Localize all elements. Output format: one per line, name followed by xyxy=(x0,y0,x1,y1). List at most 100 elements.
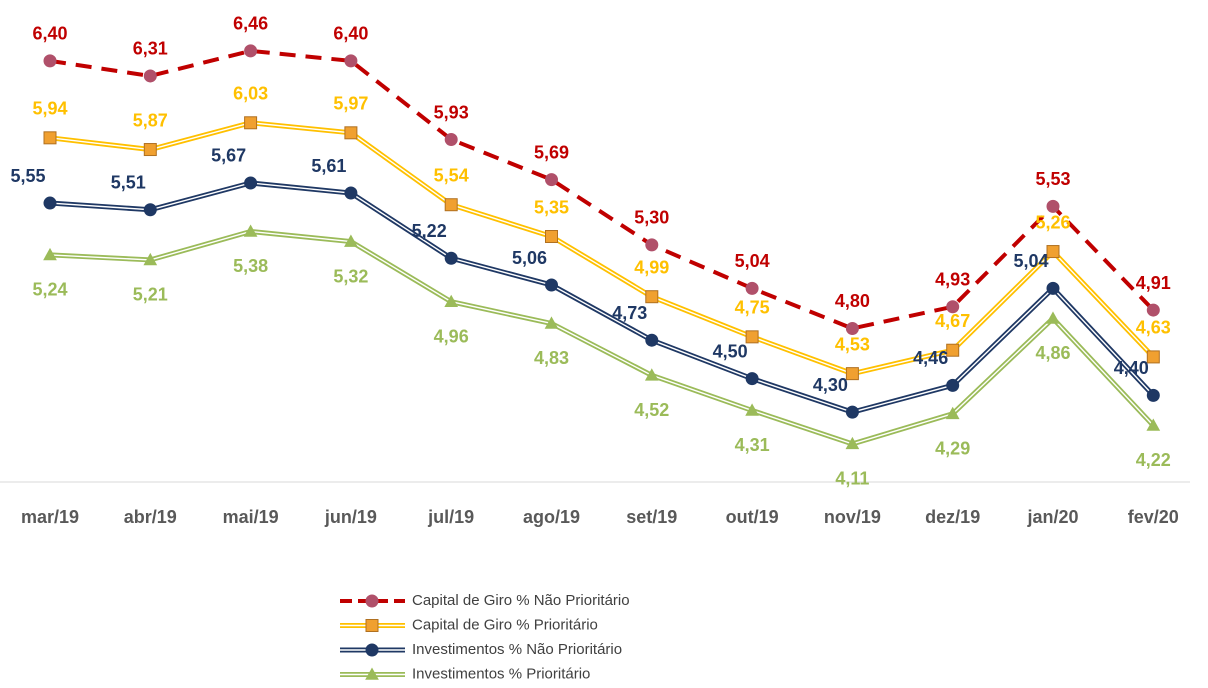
line-highlight xyxy=(49,122,1154,375)
point-marker xyxy=(1046,245,1060,259)
point-marker xyxy=(444,251,458,265)
point-marker xyxy=(946,300,960,314)
data-label: 5,55 xyxy=(10,166,45,186)
data-label: 4,80 xyxy=(835,291,870,311)
point-marker xyxy=(745,330,759,344)
x-tick-label: set/19 xyxy=(626,507,677,527)
point-marker xyxy=(1146,303,1160,317)
point-marker xyxy=(845,405,859,419)
data-label: 4,96 xyxy=(434,326,469,346)
data-label: 4,11 xyxy=(835,469,869,489)
point-marker xyxy=(344,186,358,200)
data-label: 4,86 xyxy=(1035,343,1070,363)
point-marker xyxy=(1146,418,1161,431)
data-label: 4,50 xyxy=(713,341,748,361)
data-label: 5,67 xyxy=(211,146,246,166)
data-label: 5,30 xyxy=(634,208,669,228)
point-marker xyxy=(143,203,157,217)
point-marker xyxy=(1046,281,1060,295)
data-label: 4,93 xyxy=(935,269,970,289)
data-label: 4,67 xyxy=(935,311,970,331)
point-marker xyxy=(645,290,659,304)
point-marker xyxy=(344,54,358,68)
point-marker xyxy=(945,406,960,420)
data-label: 4,30 xyxy=(813,375,848,395)
point-marker xyxy=(644,368,659,381)
data-label: 4,91 xyxy=(1136,273,1171,293)
point-marker xyxy=(143,143,157,157)
x-tick-label: jan/20 xyxy=(1026,507,1078,527)
point-marker xyxy=(344,126,358,140)
legend-label: Capital de Giro % Não Prioritário xyxy=(412,592,630,609)
point-marker xyxy=(745,403,759,416)
data-label: 6,40 xyxy=(333,24,368,44)
point-marker xyxy=(244,176,258,190)
data-label: 4,52 xyxy=(634,400,669,420)
point-marker xyxy=(43,196,57,210)
point-marker xyxy=(545,173,558,187)
point-marker xyxy=(244,44,258,58)
line-highlight xyxy=(49,182,1154,413)
data-label: 5,32 xyxy=(333,266,368,286)
data-label: 5,53 xyxy=(1035,169,1070,189)
point-marker xyxy=(1046,311,1060,324)
data-label: 6,46 xyxy=(233,14,268,34)
point-marker xyxy=(645,238,659,252)
data-label: 4,40 xyxy=(1114,358,1149,378)
x-tick-label: abr/19 xyxy=(124,507,177,527)
data-label: 5,93 xyxy=(434,102,469,122)
x-tick-label: nov/19 xyxy=(824,507,881,527)
point-marker xyxy=(946,343,960,357)
x-tick-label: mai/19 xyxy=(223,507,279,527)
data-label: 5,87 xyxy=(133,110,168,130)
data-label: 5,04 xyxy=(1013,251,1048,271)
point-marker xyxy=(745,372,759,386)
point-marker xyxy=(544,316,559,329)
point-marker xyxy=(645,333,659,347)
point-marker xyxy=(1146,388,1160,402)
data-label: 4,53 xyxy=(835,334,870,354)
data-label: 4,22 xyxy=(1136,450,1171,470)
point-marker xyxy=(745,281,759,295)
point-marker xyxy=(244,116,258,130)
data-label: 4,83 xyxy=(534,348,569,368)
legend-marker xyxy=(365,643,379,657)
x-tick-label: mar/19 xyxy=(21,507,79,527)
data-label: 6,40 xyxy=(32,24,67,44)
x-tick-label: dez/19 xyxy=(925,507,980,527)
point-marker xyxy=(444,198,458,212)
point-marker xyxy=(43,131,57,145)
data-label: 6,31 xyxy=(133,39,168,59)
point-marker xyxy=(43,54,57,68)
data-label: 5,54 xyxy=(434,165,469,185)
point-marker xyxy=(946,378,960,392)
legend-marker xyxy=(365,667,379,680)
point-marker xyxy=(545,278,558,292)
data-label: 4,29 xyxy=(935,439,970,459)
x-tick-label: jul/19 xyxy=(427,507,474,527)
data-label: 5,69 xyxy=(534,142,569,162)
data-label: 4,46 xyxy=(913,348,948,368)
data-label: 5,51 xyxy=(111,172,146,192)
data-label: 5,35 xyxy=(534,197,569,217)
data-label: 5,24 xyxy=(32,280,67,300)
point-marker xyxy=(43,247,57,261)
point-marker xyxy=(1046,199,1060,213)
data-label: 4,73 xyxy=(612,303,647,323)
data-label: 5,94 xyxy=(32,99,67,119)
legend-label: Investimentos % Prioritário xyxy=(412,665,590,682)
legend-label: Capital de Giro % Prioritário xyxy=(412,616,598,633)
data-label: 6,03 xyxy=(233,84,268,104)
data-label: 5,22 xyxy=(412,221,447,241)
series-line xyxy=(49,48,1155,331)
point-marker xyxy=(845,436,860,450)
point-marker xyxy=(1146,350,1160,364)
x-tick-label: fev/20 xyxy=(1128,507,1179,527)
point-marker xyxy=(444,133,458,146)
point-marker xyxy=(545,230,558,243)
series-line xyxy=(49,228,1156,447)
point-marker xyxy=(243,224,258,237)
point-marker xyxy=(845,321,859,335)
x-tick-label: ago/19 xyxy=(523,507,580,527)
